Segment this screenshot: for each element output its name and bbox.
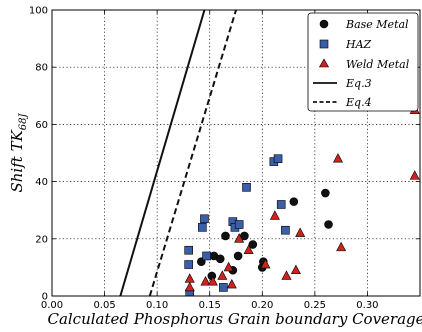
legend: Base Metal HAZ Weld Metal Eq.3 Eq.4: [307, 12, 419, 112]
data-points: [184, 104, 420, 296]
point-haz: [276, 200, 286, 209]
legend-label-haz: HAZ: [345, 38, 372, 51]
legend-frame: [307, 12, 419, 112]
point-weld-metal: [295, 227, 306, 237]
y-axis-label-main: Shift TK: [8, 129, 26, 192]
x-axis-label: Calculated Phosphorus Grain boundary Cov…: [47, 310, 422, 328]
point-haz: [219, 283, 228, 292]
legend-marker-haz: [319, 39, 329, 49]
x-tick-label: 0.25: [304, 300, 326, 311]
point-base-metal: [221, 231, 230, 241]
point-weld-metal: [243, 244, 254, 255]
y-tick-label: 60: [35, 120, 48, 131]
y-tick-label: 80: [35, 63, 48, 74]
point-weld-metal: [332, 153, 343, 163]
point-base-metal: [321, 188, 330, 198]
legend-marker-base-metal: [319, 19, 329, 29]
point-haz: [184, 260, 193, 269]
point-weld-metal: [200, 276, 211, 286]
point-weld-metal: [184, 281, 195, 292]
y-tick-label: 20: [35, 234, 48, 245]
x-tick-label: 0.05: [93, 300, 115, 311]
point-haz: [184, 245, 193, 255]
point-base-metal: [289, 197, 299, 206]
y-axis-label: Shift TK68J: [8, 112, 29, 192]
y-axis-label-sub: 68J: [18, 112, 29, 130]
line-eq4: [148, 10, 237, 296]
legend-label-weld-metal: Weld Metal: [346, 58, 410, 71]
y-tick-label: 0: [42, 292, 48, 303]
point-base-metal: [233, 251, 243, 261]
point-haz: [200, 214, 209, 224]
point-haz: [198, 223, 207, 232]
legend-label-base-metal: Base Metal: [345, 18, 409, 31]
point-haz: [273, 154, 283, 164]
point-weld-metal: [223, 261, 234, 272]
equation-lines: [119, 10, 237, 296]
x-tick-label: 0.10: [146, 300, 168, 311]
x-tick-label: 0.30: [356, 300, 378, 311]
axis-ticks: 0.00 0.05 0.10 0.15 0.20 0.25 0.30 0 20 40 60 80 100: [29, 6, 420, 311]
point-haz: [202, 251, 211, 261]
legend-label-eq4: Eq.4: [345, 96, 372, 109]
legend-marker-weld-metal: [318, 58, 330, 68]
point-haz: [242, 183, 251, 192]
point-base-metal: [324, 220, 333, 229]
y-tick-label: 100: [29, 6, 48, 17]
point-weld-metal: [281, 270, 292, 280]
grid: [52, 10, 420, 296]
legend-label-eq3: Eq.3: [345, 77, 372, 90]
line-eq3: [119, 10, 206, 296]
x-tick-label: 0.00: [41, 300, 63, 311]
point-weld-metal: [217, 270, 228, 280]
point-base-metal: [248, 240, 258, 249]
point-base-metal: [215, 254, 225, 264]
point-haz: [234, 220, 244, 229]
y-tick-label: 40: [35, 177, 48, 188]
point-weld-metal: [336, 241, 347, 252]
x-tick-label: 0.20: [251, 300, 273, 311]
point-weld-metal: [234, 233, 245, 243]
point-haz: [281, 225, 290, 235]
point-weld-metal: [290, 264, 301, 275]
point-weld-metal: [226, 278, 237, 289]
plot-frame: [51, 9, 421, 297]
point-weld-metal: [207, 276, 218, 286]
point-weld-metal: [260, 258, 271, 269]
point-weld-metal: [409, 170, 420, 180]
point-weld-metal: [269, 210, 280, 220]
x-tick-label: 0.15: [199, 300, 221, 311]
